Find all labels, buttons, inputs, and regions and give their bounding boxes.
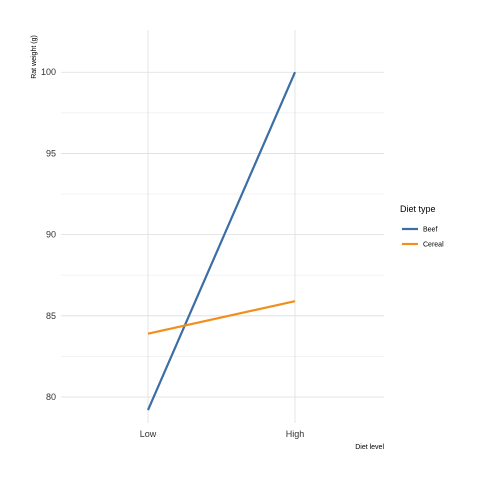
y-tick-label: 100: [41, 67, 56, 77]
y-tick-label: 85: [46, 311, 56, 321]
x-axis-title: Diet level: [355, 444, 384, 451]
x-tick-label: High: [286, 429, 305, 439]
y-tick-labels: 80 85 90 95 100: [41, 67, 56, 402]
legend: Diet type Beef Cereal: [400, 204, 444, 249]
x-tick-label: Low: [140, 429, 157, 439]
series-line-beef: [146, 71, 297, 411]
legend-label: Beef: [423, 227, 437, 234]
grid-lines: [61, 30, 384, 423]
y-tick-label: 80: [46, 392, 56, 402]
series-lines: [146, 71, 297, 411]
legend-title: Diet type: [400, 204, 436, 214]
y-axis-title: Rat weight (g): [31, 35, 38, 79]
legend-label: Cereal: [423, 242, 444, 249]
y-tick-label: 95: [46, 148, 56, 158]
x-tick-labels: Low High: [140, 429, 305, 439]
series-line-cereal: [147, 300, 296, 335]
y-tick-label: 90: [46, 230, 56, 240]
